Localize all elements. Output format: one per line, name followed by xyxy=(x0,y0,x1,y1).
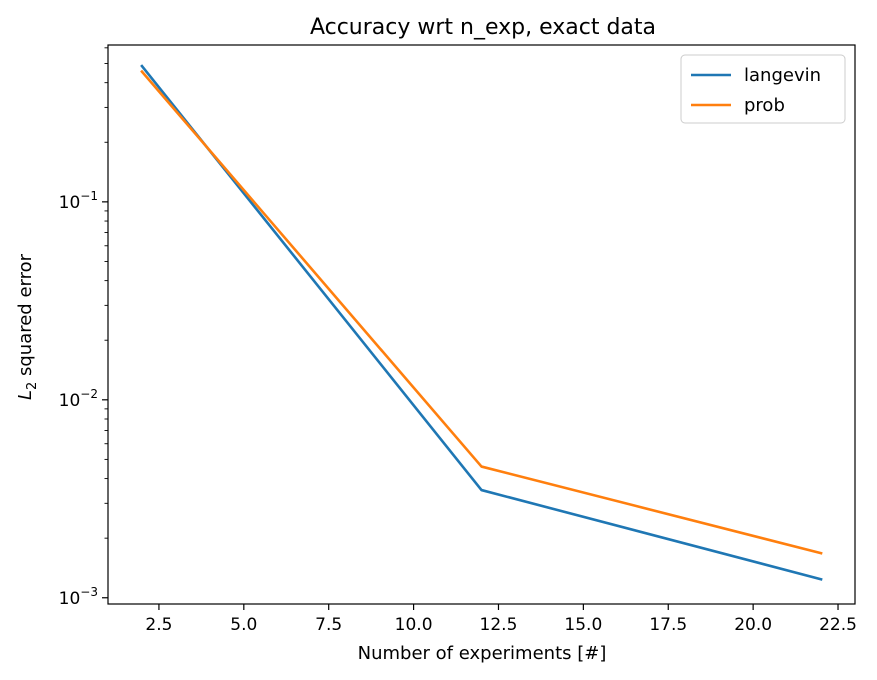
x-tick-label: 5.0 xyxy=(230,615,257,635)
x-tick-label: 17.5 xyxy=(649,615,687,635)
x-tick-label: 15.0 xyxy=(564,615,602,635)
legend: langevin prob xyxy=(680,54,846,124)
legend-label-langevin: langevin xyxy=(744,65,821,86)
series-lines xyxy=(140,64,823,581)
x-tick-label: 2.5 xyxy=(145,615,172,635)
x-tick-label: 22.5 xyxy=(819,615,857,635)
y-axis: 10−1 10−2 10−3 xyxy=(59,47,108,609)
chart-title: Accuracy wrt n_exp, exact data xyxy=(310,15,656,40)
x-tick-label: 10.0 xyxy=(395,615,433,635)
axes-frame xyxy=(107,44,856,605)
x-tick-label: 20.0 xyxy=(734,615,772,635)
y-axis-label: L2 squared error xyxy=(15,253,40,400)
legend-label-prob: prob xyxy=(744,95,785,116)
x-tick-label: 12.5 xyxy=(480,615,518,635)
series-line-langevin xyxy=(140,64,823,581)
y-tick-label: 10−1 xyxy=(59,189,98,213)
y-tick-label: 10−3 xyxy=(59,585,98,609)
x-axis-label: Number of experiments [#] xyxy=(358,643,607,664)
x-axis: 2.5 5.0 7.5 10.0 12.5 15.0 17.5 20.0 22.5 xyxy=(145,604,857,635)
x-tick-label: 7.5 xyxy=(315,615,342,635)
series-line-prob xyxy=(140,69,823,555)
y-tick-label: 10−2 xyxy=(59,387,98,411)
